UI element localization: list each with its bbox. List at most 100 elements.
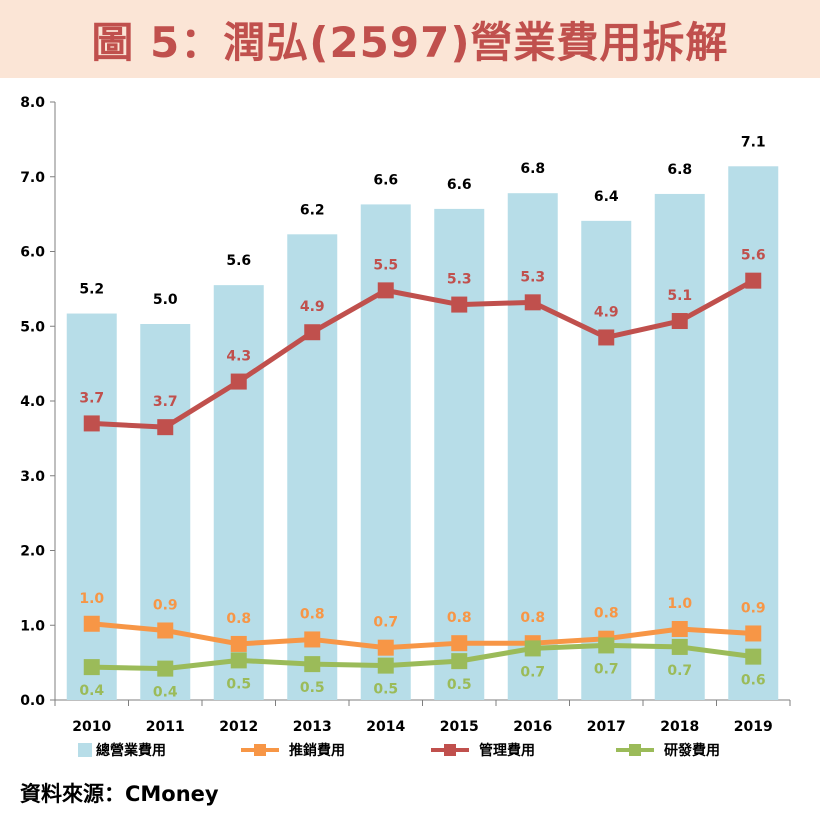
x-tick-label: 2010 [72,719,111,735]
bar-value-label: 7.1 [741,134,766,150]
y-tick-label: 1.0 [20,618,45,634]
rnd-expense-marker [524,640,541,657]
bar-value-label: 5.2 [79,282,104,298]
rnd-expense-marker [377,657,394,674]
x-tick-label: 2016 [513,719,552,735]
sales-expense-value-label: 0.8 [226,611,251,627]
admin-expense-value-label: 5.6 [741,248,766,264]
legend-rnd-expense-marker [629,744,641,756]
chart-title: 圖 5：潤弘(2597)營業費用拆解 [91,17,729,67]
rnd-expense-value-label: 0.5 [373,682,398,698]
rnd-expense-value-label: 0.7 [594,661,619,677]
x-tick-label: 2012 [219,719,258,735]
admin-expense-value-label: 4.9 [594,304,619,320]
bar-value-label: 6.6 [373,172,398,188]
sales-expense-value-label: 0.8 [594,606,619,622]
legend-rnd-expense-label: 研發費用 [664,742,720,759]
admin-expense-marker [745,272,762,289]
legend-admin-expense-marker [444,744,456,756]
sales-expense-value-label: 0.8 [300,606,325,622]
rnd-expense-marker [230,652,247,669]
y-tick-label: 3.0 [20,469,45,485]
admin-expense-value-label: 3.7 [153,394,178,410]
rnd-expense-value-label: 0.7 [667,663,692,679]
admin-expense-value-label: 5.5 [373,257,398,273]
sales-expense-marker [745,625,762,642]
rnd-expense-value-label: 0.6 [741,673,766,689]
bar-value-label: 6.4 [594,189,619,205]
legend-admin-expense-label: 管理費用 [479,742,535,759]
sales-expense-marker [304,631,321,648]
x-tick-label: 2015 [440,719,479,735]
sales-expense-marker [671,620,688,637]
admin-expense-marker [157,419,174,436]
legend-total-swatch [78,743,92,757]
bar-value-label: 6.8 [520,161,545,177]
admin-expense-value-label: 5.1 [667,288,692,304]
bar-total-expense [581,220,632,701]
sales-expense-line [91,621,754,651]
rnd-expense-marker [83,659,100,676]
chart-area: 0.0 1.0 2.0 3.0 4.0 5.0 6.0 7.0 8.0 2010 2011 2012 2… [20,95,791,759]
title-banner: 圖 5：潤弘(2597)營業費用拆解 [0,0,820,78]
bar-value-label: 5.0 [153,292,178,308]
bar-value-label: 6.2 [300,202,325,218]
rnd-expense-line [91,642,754,672]
admin-expense-value-label: 4.3 [226,349,251,365]
sales-expense-value-label: 0.8 [447,610,472,626]
y-tick-label: 7.0 [20,170,45,186]
bar-total-expense [213,285,264,700]
rnd-expense-marker [745,648,762,665]
legend-sales-expense-label: 推銷費用 [289,742,345,759]
admin-expense-marker [598,329,615,346]
rnd-expense-marker [598,637,615,654]
sales-expense-value-label: 1.0 [79,591,104,607]
bar-value-label: 6.8 [667,162,692,178]
sales-expense-marker [451,635,468,652]
y-tick-label: 0.0 [20,693,45,709]
x-tick-label: 2013 [293,719,332,735]
admin-expense-marker [671,313,688,330]
bar-total-expense [434,208,485,700]
rnd-expense-value-label: 0.5 [447,677,472,693]
legend-total-label: 總營業費用 [96,742,166,759]
sales-expense-marker [377,639,394,656]
rnd-expense-value-label: 0.4 [79,683,104,699]
sales-expense-value-label: 0.7 [373,615,398,631]
admin-expense-marker [451,296,468,313]
admin-expense-line [91,278,755,430]
bar-value-label: 6.6 [447,177,472,193]
x-tick-label: 2019 [734,719,773,735]
admin-expense-marker [304,324,321,341]
x-tick-label: 2017 [587,719,626,735]
sales-expense-marker [157,622,174,639]
legend-sales-expense-marker [254,744,266,756]
admin-expense-marker [230,373,247,390]
rnd-expense-value-label: 0.4 [153,685,178,701]
rnd-expense-marker [451,653,468,670]
admin-expense-value-label: 4.9 [300,299,325,315]
bar-value-label: 5.6 [226,253,251,269]
rnd-expense-marker [671,638,688,655]
x-tick-label: 2018 [660,719,699,735]
admin-expense-marker [83,415,100,432]
rnd-expense-value-label: 0.5 [300,680,325,696]
bar-total-expense [654,193,705,700]
rnd-expense-marker [304,656,321,673]
y-tick-label: 5.0 [20,319,45,335]
x-tick-label: 2011 [146,719,185,735]
rnd-expense-value-label: 0.5 [226,676,251,692]
y-tick-label: 8.0 [20,95,45,111]
y-tick-label: 6.0 [20,245,45,261]
admin-expense-value-label: 3.7 [79,390,104,406]
y-tick-label: 4.0 [20,394,45,410]
x-tick-label: 2014 [366,719,405,735]
rnd-expense-marker [157,660,174,677]
y-tick-label: 2.0 [20,544,45,560]
sales-expense-value-label: 0.9 [153,597,178,613]
bar-total-expense [66,313,117,700]
sales-expense-marker [83,615,100,632]
bar-total-expense [728,166,779,700]
sales-expense-value-label: 0.8 [520,610,545,626]
admin-expense-marker [377,282,394,299]
